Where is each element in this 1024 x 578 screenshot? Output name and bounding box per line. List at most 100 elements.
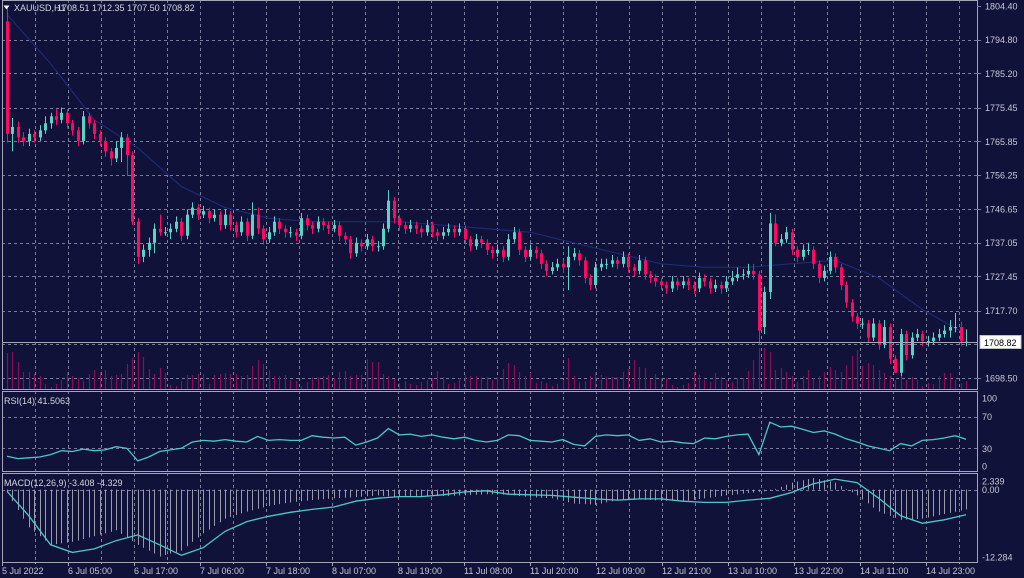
panel-borders bbox=[2, 0, 978, 563]
candle-bullish bbox=[622, 251, 625, 268]
price-axis[interactable]: 1804.40 1794.80 1785.20 1775.45 1765.85 1756.… bbox=[977, 2, 1018, 384]
candle-bearish bbox=[344, 232, 347, 245]
time-label: 14 Jul 11:00 bbox=[860, 566, 908, 576]
time-label: 6 Jul 05:00 bbox=[68, 566, 112, 576]
candle-bullish bbox=[186, 209, 189, 240]
candle-bearish bbox=[197, 204, 200, 220]
candle-bearish bbox=[889, 323, 892, 364]
candle-bearish bbox=[469, 235, 472, 252]
current-price-tag: 1708.82 bbox=[979, 335, 1022, 349]
rsi-line bbox=[6, 421, 967, 462]
candle-bearish bbox=[818, 260, 821, 284]
volume-histogram bbox=[6, 348, 968, 389]
candle-bearish bbox=[55, 109, 58, 126]
candle-bullish bbox=[268, 226, 271, 243]
candle-bullish bbox=[605, 258, 608, 270]
time-label: 5 Jul 2022 bbox=[2, 566, 44, 576]
candle-bearish bbox=[616, 256, 619, 270]
candle-bullish bbox=[747, 263, 750, 278]
candle-bullish bbox=[251, 202, 254, 240]
candle-bearish bbox=[644, 256, 647, 280]
dropdown-triangle-icon[interactable] bbox=[3, 5, 10, 10]
rsi-axis[interactable]: 100 70 30 0 bbox=[982, 394, 997, 472]
candle-bearish bbox=[752, 263, 755, 280]
candle-bullish bbox=[153, 223, 156, 254]
candle-bullish bbox=[115, 140, 118, 162]
candle-bearish bbox=[709, 277, 712, 294]
candle-bearish bbox=[420, 225, 423, 238]
time-label: 11 Jul 08:00 bbox=[464, 566, 512, 576]
candle-bearish bbox=[540, 249, 543, 270]
macd-panel[interactable] bbox=[6, 477, 967, 557]
candle-bullish bbox=[594, 262, 597, 289]
candle-bearish bbox=[88, 112, 91, 129]
candle-bearish bbox=[431, 221, 434, 238]
candle-bearish bbox=[856, 313, 859, 329]
candle-bearish bbox=[436, 228, 439, 242]
candle-bearish bbox=[33, 130, 36, 143]
candle-bullish bbox=[426, 219, 429, 236]
candle-bearish bbox=[246, 218, 249, 242]
candle-bearish bbox=[545, 260, 548, 277]
candle-bearish bbox=[589, 274, 592, 291]
candle-bearish bbox=[208, 207, 211, 224]
candle-bullish bbox=[714, 279, 717, 292]
candle-bullish bbox=[447, 223, 450, 236]
candle-bearish bbox=[284, 225, 287, 238]
candle-bullish bbox=[742, 269, 745, 280]
candle-bearish bbox=[845, 281, 848, 308]
price-panel[interactable] bbox=[2, 6, 977, 389]
candle-bearish bbox=[93, 119, 96, 140]
chart-legend: XAUUSD,H1 1708.51 1712.35 1707.50 1708.8… bbox=[3, 3, 195, 13]
candle-bearish bbox=[229, 211, 232, 231]
rsi-panel[interactable] bbox=[6, 421, 967, 462]
candle-bullish bbox=[725, 276, 728, 292]
candle-bearish bbox=[851, 298, 854, 322]
candle-bullish bbox=[44, 116, 47, 134]
candle-bearish bbox=[159, 214, 162, 236]
price-label: 1698.50 bbox=[985, 374, 1018, 384]
candle-bullish bbox=[496, 244, 499, 257]
candle-bullish bbox=[224, 209, 227, 229]
rsi-title: RSI(14) 41.5063 bbox=[4, 396, 70, 406]
candle-bearish bbox=[649, 270, 652, 284]
candle-bullish bbox=[387, 190, 390, 233]
candle-bullish bbox=[529, 244, 532, 261]
time-label: 8 Jul 07:00 bbox=[332, 566, 376, 576]
time-label: 7 Jul 18:00 bbox=[266, 566, 310, 576]
candle-bearish bbox=[693, 281, 696, 294]
macd-scale-label: -12.284 bbox=[982, 553, 1013, 563]
panel-border bbox=[2, 0, 978, 390]
time-label: 12 Jul 21:00 bbox=[662, 566, 711, 576]
candle-bearish bbox=[535, 246, 538, 259]
candle-bearish bbox=[327, 221, 330, 234]
time-label: 13 Jul 22:00 bbox=[794, 566, 843, 576]
time-label: 12 Jul 09:00 bbox=[596, 566, 645, 576]
candle-bearish bbox=[66, 109, 69, 129]
time-label: 13 Jul 10:00 bbox=[728, 566, 777, 576]
candle-bearish bbox=[665, 281, 668, 294]
candle-bullish bbox=[731, 270, 734, 285]
candle-bearish bbox=[371, 235, 374, 252]
candle-bullish bbox=[600, 258, 603, 271]
candle-bullish bbox=[829, 251, 832, 275]
candle-bullish bbox=[943, 325, 946, 338]
moving-average-line bbox=[6, 14, 967, 335]
candle-bearish bbox=[131, 151, 134, 226]
candle-bearish bbox=[306, 214, 309, 231]
candle-bearish bbox=[398, 214, 401, 231]
price-label: 1737.05 bbox=[985, 238, 1018, 248]
candle-bearish bbox=[22, 132, 25, 147]
candle-bullish bbox=[938, 328, 941, 342]
time-axis[interactable]: 5 Jul 2022 6 Jul 05:00 6 Jul 17:00 7 Jul 06… bbox=[2, 562, 975, 576]
candle-bullish bbox=[927, 335, 930, 347]
candle-bearish bbox=[322, 218, 325, 231]
candle-bearish bbox=[834, 253, 837, 273]
candle-bullish bbox=[802, 244, 805, 261]
candle-bullish bbox=[954, 313, 957, 333]
candle-bullish bbox=[736, 267, 739, 282]
candle-bullish bbox=[50, 112, 53, 129]
candle-bearish bbox=[104, 137, 107, 157]
